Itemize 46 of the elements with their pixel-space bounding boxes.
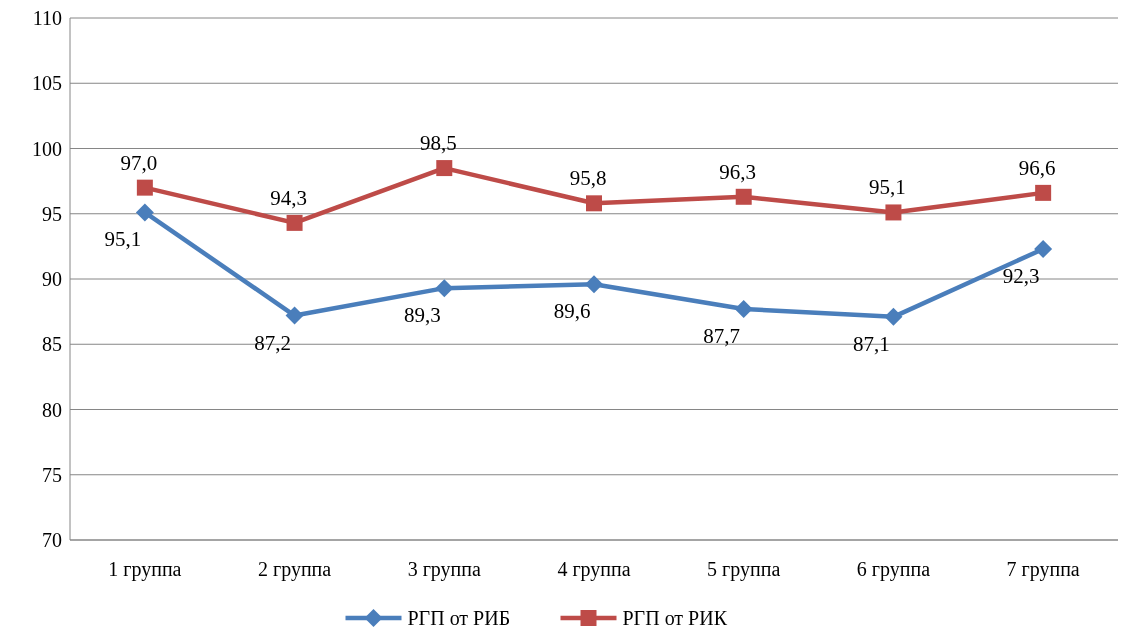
- y-tick-label: 100: [32, 137, 62, 160]
- point: [135, 203, 154, 222]
- data-label: 87,7: [703, 324, 741, 349]
- point: [735, 188, 752, 205]
- data-label: 87,2: [254, 330, 291, 355]
- point: [436, 160, 453, 177]
- x-tick-label: 4 группа: [557, 558, 631, 581]
- point: [285, 306, 304, 325]
- y-tick-label: 70: [42, 529, 62, 551]
- point: [884, 307, 903, 326]
- point: [1034, 239, 1053, 258]
- legend-label: РГП от РИК: [622, 607, 728, 629]
- y-tick-label: 85: [42, 333, 62, 356]
- data-label: 87,1: [853, 331, 890, 356]
- data-label: 96,3: [719, 159, 757, 184]
- x-tick-label: 5 группа: [707, 558, 781, 581]
- y-tick-label: 105: [32, 72, 62, 95]
- point: [586, 195, 602, 212]
- legend-label: РГП от РИБ: [407, 607, 511, 629]
- y-tick-label: 75: [42, 463, 62, 486]
- data-label: 89,6: [553, 299, 591, 324]
- point: [1035, 184, 1052, 201]
- y-tick-label: 90: [42, 268, 62, 290]
- data-label: 98,5: [419, 131, 457, 156]
- x-tick-label: 6 группа: [856, 558, 931, 581]
- data-label: 96,6: [1018, 155, 1056, 180]
- data-label: 95,1: [104, 227, 142, 252]
- data-label: 89,3: [403, 303, 441, 328]
- point: [435, 279, 454, 298]
- y-tick-label: 110: [32, 7, 62, 29]
- data-label: 92,3: [1002, 263, 1040, 288]
- point: [885, 204, 902, 221]
- data-label: 95,8: [569, 166, 607, 191]
- data-label: 95,1: [869, 175, 906, 200]
- x-tick-label: 1 группа: [108, 558, 182, 581]
- point: [734, 300, 753, 319]
- data-label: 94,3: [270, 185, 307, 210]
- point: [286, 214, 303, 231]
- x-tick-label: 3 группа: [407, 558, 482, 581]
- point: [136, 179, 153, 196]
- y-tick-label: 95: [42, 202, 62, 225]
- x-tick-label: 2 группа: [257, 558, 332, 581]
- x-tick-label: 7 группа: [1006, 558, 1080, 581]
- y-tick-label: 80: [42, 398, 62, 421]
- point: [585, 275, 603, 294]
- data-label: 97,0: [120, 150, 158, 175]
